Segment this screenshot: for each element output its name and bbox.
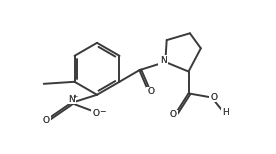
Text: −: − <box>99 107 106 116</box>
Bar <box>91 108 101 118</box>
Text: O: O <box>93 109 100 118</box>
Text: O: O <box>211 93 217 102</box>
Text: O: O <box>147 87 154 96</box>
Text: N: N <box>160 56 166 65</box>
Text: O: O <box>43 116 49 125</box>
Text: +: + <box>73 94 78 99</box>
Text: N: N <box>160 56 166 65</box>
Text: O: O <box>147 87 154 96</box>
Bar <box>221 108 231 118</box>
Text: O: O <box>43 116 49 125</box>
Bar <box>66 95 76 104</box>
Text: −: − <box>99 107 106 116</box>
Text: O: O <box>211 93 217 102</box>
Text: N: N <box>68 95 75 104</box>
Text: O: O <box>169 110 176 119</box>
Text: O: O <box>169 110 176 119</box>
Bar <box>168 110 178 120</box>
Text: H: H <box>223 108 229 117</box>
Text: +: + <box>73 94 78 99</box>
Text: N: N <box>68 95 75 104</box>
Bar <box>41 115 51 125</box>
Text: O: O <box>93 109 100 118</box>
Bar <box>158 55 168 65</box>
Text: H: H <box>223 108 229 117</box>
Bar <box>146 87 156 96</box>
Bar <box>209 93 219 102</box>
